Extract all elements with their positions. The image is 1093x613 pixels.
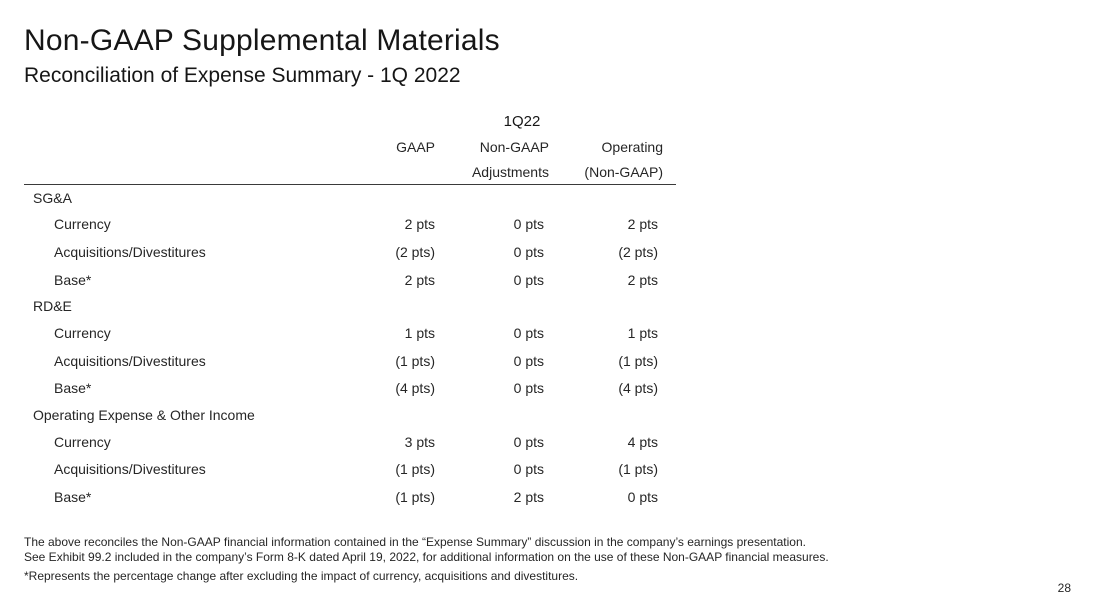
section-header-opex: Operating Expense & Other Income (0, 407, 700, 431)
operating-value: (1 pts) (618, 461, 658, 477)
gaap-value: 1 pts (404, 325, 435, 341)
gaap-value: (1 pts) (395, 353, 435, 369)
row-label: Acquisitions/Divestitures (54, 353, 206, 369)
col-header-operating-line2: (Non-GAAP) (584, 164, 663, 180)
adjustment-value: 0 pts (513, 216, 544, 232)
section-header-sga: SG&A (0, 190, 700, 214)
adjustment-value: 0 pts (513, 380, 544, 396)
footnote-base-definition: *Represents the percentage change after … (24, 569, 579, 583)
section-label: SG&A (33, 190, 72, 206)
row-label: Currency (54, 434, 111, 450)
section-label: Operating Expense & Other Income (33, 407, 255, 423)
row-label: Acquisitions/Divestitures (54, 244, 206, 260)
adjustment-value: 0 pts (513, 272, 544, 288)
operating-value: (2 pts) (618, 244, 658, 260)
period-header: 1Q22 (503, 113, 541, 130)
table-row: Acquisitions/Divestitures (1 pts) 0 pts … (0, 461, 700, 485)
gaap-value: 3 pts (404, 434, 435, 450)
adjustment-value: 2 pts (513, 489, 544, 505)
row-label: Acquisitions/Divestitures (54, 461, 206, 477)
operating-value: 2 pts (627, 272, 658, 288)
table-row: Base* (1 pts) 2 pts 0 pts (0, 489, 700, 513)
gaap-value: (2 pts) (395, 244, 435, 260)
adjustment-value: 0 pts (513, 244, 544, 260)
footnote-reconciliation: The above reconciles the Non-GAAP financ… (24, 535, 806, 549)
operating-value: 1 pts (627, 325, 658, 341)
operating-value: 4 pts (627, 434, 658, 450)
gaap-value: 2 pts (404, 216, 435, 232)
row-label: Base* (54, 380, 92, 396)
operating-value: 2 pts (627, 216, 658, 232)
col-header-operating-line1: Operating (601, 139, 663, 155)
row-label: Base* (54, 272, 92, 288)
section-header-rde: RD&E (0, 298, 700, 322)
operating-value: (1 pts) (618, 353, 658, 369)
gaap-value: (4 pts) (395, 380, 435, 396)
row-label: Base* (54, 489, 92, 505)
header-divider (24, 184, 676, 185)
gaap-value: (1 pts) (395, 489, 435, 505)
page-number: 28 (1057, 581, 1071, 595)
col-header-gaap: GAAP (396, 139, 435, 155)
col-header-adjustments-line1: Non-GAAP (479, 139, 549, 155)
page-subtitle: Reconciliation of Expense Summary - 1Q 2… (24, 64, 461, 87)
adjustment-value: 0 pts (513, 461, 544, 477)
operating-value: (4 pts) (618, 380, 658, 396)
table-row: Currency 2 pts 0 pts 2 pts (0, 216, 700, 240)
table-row: Acquisitions/Divestitures (1 pts) 0 pts … (0, 353, 700, 377)
adjustment-value: 0 pts (513, 325, 544, 341)
gaap-value: 2 pts (404, 272, 435, 288)
section-label: RD&E (33, 298, 72, 314)
footnote-exhibit: See Exhibit 99.2 included in the company… (24, 550, 829, 564)
gaap-value: (1 pts) (395, 461, 435, 477)
operating-value: 0 pts (627, 489, 658, 505)
row-label: Currency (54, 325, 111, 341)
table-row: Base* (4 pts) 0 pts (4 pts) (0, 380, 700, 404)
table-row: Acquisitions/Divestitures (2 pts) 0 pts … (0, 244, 700, 268)
table-row: Currency 3 pts 0 pts 4 pts (0, 434, 700, 458)
table-row: Currency 1 pts 0 pts 1 pts (0, 325, 700, 349)
row-label: Currency (54, 216, 111, 232)
adjustment-value: 0 pts (513, 353, 544, 369)
table-row: Base* 2 pts 0 pts 2 pts (0, 272, 700, 296)
adjustment-value: 0 pts (513, 434, 544, 450)
page-title: Non-GAAP Supplemental Materials (24, 24, 500, 57)
col-header-adjustments-line2: Adjustments (471, 164, 549, 180)
